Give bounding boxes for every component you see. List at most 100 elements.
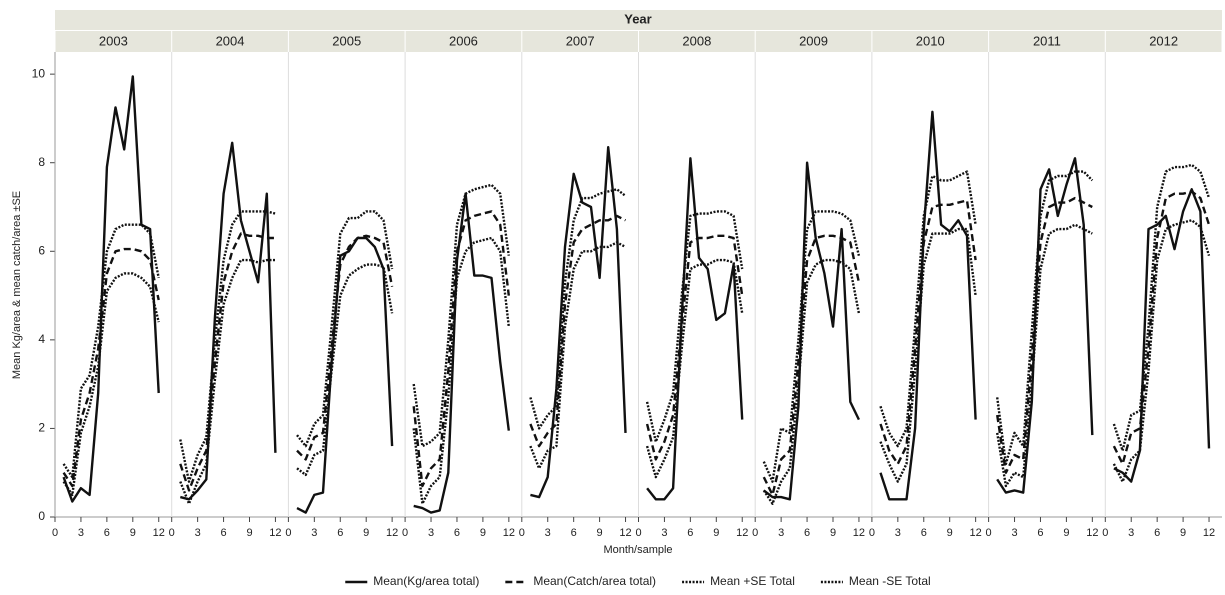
panel-strip [172, 31, 288, 52]
panel-strip [639, 31, 755, 52]
legend-label: Mean(Kg/area total) [373, 574, 479, 588]
y-axis-label: Mean Kg/area & mean catch/area ±SE [11, 191, 23, 379]
series-line [996, 196, 1093, 474]
panel-label: 2008 [682, 33, 711, 48]
series-line [179, 258, 276, 505]
panel-label: 2004 [216, 33, 245, 48]
title-strip [55, 10, 1222, 30]
x-tick-label: 6 [921, 527, 927, 539]
series-line [412, 210, 510, 488]
series-line [296, 210, 394, 448]
x-tick-label: 0 [52, 527, 58, 539]
x-tick-label: 12 [1203, 527, 1215, 539]
x-tick-label: 0 [519, 527, 525, 539]
x-tick-label: 3 [895, 527, 901, 539]
x-tick-label: 12 [736, 527, 748, 539]
x-tick-label: 9 [830, 527, 836, 539]
x-tick-label: 3 [545, 527, 551, 539]
x-tick-label: 6 [337, 527, 343, 539]
x-tick-label: 6 [804, 527, 810, 539]
x-tick-label: 9 [246, 527, 252, 539]
x-tick-label: 9 [363, 527, 369, 539]
x-tick-label: 9 [1063, 527, 1069, 539]
series-line [645, 258, 744, 479]
x-tick-label: 6 [1037, 527, 1043, 539]
x-tick-label: 12 [619, 527, 631, 539]
x-tick-label: 0 [169, 527, 175, 539]
x-tick-label: 12 [970, 527, 982, 539]
panel-strip [1105, 31, 1222, 52]
x-tick-label: 9 [480, 527, 486, 539]
x-tick-label: 0 [402, 527, 408, 539]
x-tick-label: 3 [1011, 527, 1017, 539]
series-line [879, 110, 977, 501]
panel-label: 2007 [566, 33, 595, 48]
x-tick-label: 9 [597, 527, 603, 539]
series-line [996, 170, 1094, 466]
panel-strip [55, 31, 172, 52]
x-tick-label: 9 [1180, 527, 1186, 539]
y-tick-label: 10 [32, 66, 46, 80]
legend-label: Mean(Catch/area total) [533, 574, 656, 588]
panel-strip [522, 31, 638, 52]
panel-label: 2010 [916, 33, 945, 48]
x-tick-label: 3 [661, 527, 667, 539]
panel-label: 2006 [449, 33, 478, 48]
x-tick-label: 0 [752, 527, 758, 539]
x-tick-label: 12 [503, 527, 515, 539]
x-tick-label: 3 [311, 527, 317, 539]
y-tick-label: 6 [38, 243, 45, 257]
x-axis-label: Month/sample [603, 544, 672, 556]
panel-label: 2005 [332, 33, 361, 48]
series-line [179, 210, 276, 483]
series-line [296, 234, 394, 461]
series-line [763, 161, 860, 501]
x-tick-label: 6 [571, 527, 577, 539]
series-line [413, 192, 510, 514]
series-line [62, 75, 160, 503]
series-line [296, 236, 394, 514]
chart-title: Year [624, 11, 651, 26]
series-line [762, 258, 861, 505]
series-line [879, 170, 977, 448]
series-line [762, 210, 861, 483]
series-line [530, 146, 627, 499]
panel-label: 2003 [99, 33, 128, 48]
series-line [996, 157, 1094, 494]
x-tick-label: 0 [869, 527, 875, 539]
x-tick-label: 9 [947, 527, 953, 539]
x-tick-label: 6 [454, 527, 460, 539]
panel-strip [872, 31, 989, 52]
x-tick-label: 6 [1154, 527, 1160, 539]
series-line [879, 227, 977, 483]
legend-label: Mean +SE Total [710, 574, 795, 588]
series-line [529, 214, 627, 448]
x-tick-label: 9 [130, 527, 136, 539]
panel-strip [989, 31, 1105, 52]
series-line [180, 141, 277, 501]
series-line [296, 263, 394, 477]
panel-strip [405, 31, 522, 52]
legend: Mean(Kg/area total) Mean(Catch/area total… [345, 574, 931, 588]
series-line [62, 223, 160, 479]
panel-label: 2009 [799, 33, 828, 48]
x-tick-label: 6 [104, 527, 110, 539]
series-line [179, 232, 276, 492]
series-line [1112, 163, 1211, 452]
series-line [62, 247, 160, 488]
x-tick-label: 9 [713, 527, 719, 539]
x-tick-label: 0 [635, 527, 641, 539]
panel-label: 2011 [1033, 33, 1061, 48]
x-tick-label: 12 [269, 527, 281, 539]
x-tick-label: 12 [386, 527, 398, 539]
series-line [646, 157, 744, 501]
x-tick-label: 3 [428, 527, 434, 539]
x-tick-label: 3 [195, 527, 201, 539]
series-line [1112, 190, 1211, 466]
x-tick-label: 12 [853, 527, 865, 539]
panel-label: 2012 [1149, 33, 1178, 48]
y-tick-label: 0 [38, 509, 45, 523]
x-tick-label: 0 [285, 527, 291, 539]
legend-label: Mean -SE Total [849, 574, 931, 588]
series-line [529, 241, 627, 470]
